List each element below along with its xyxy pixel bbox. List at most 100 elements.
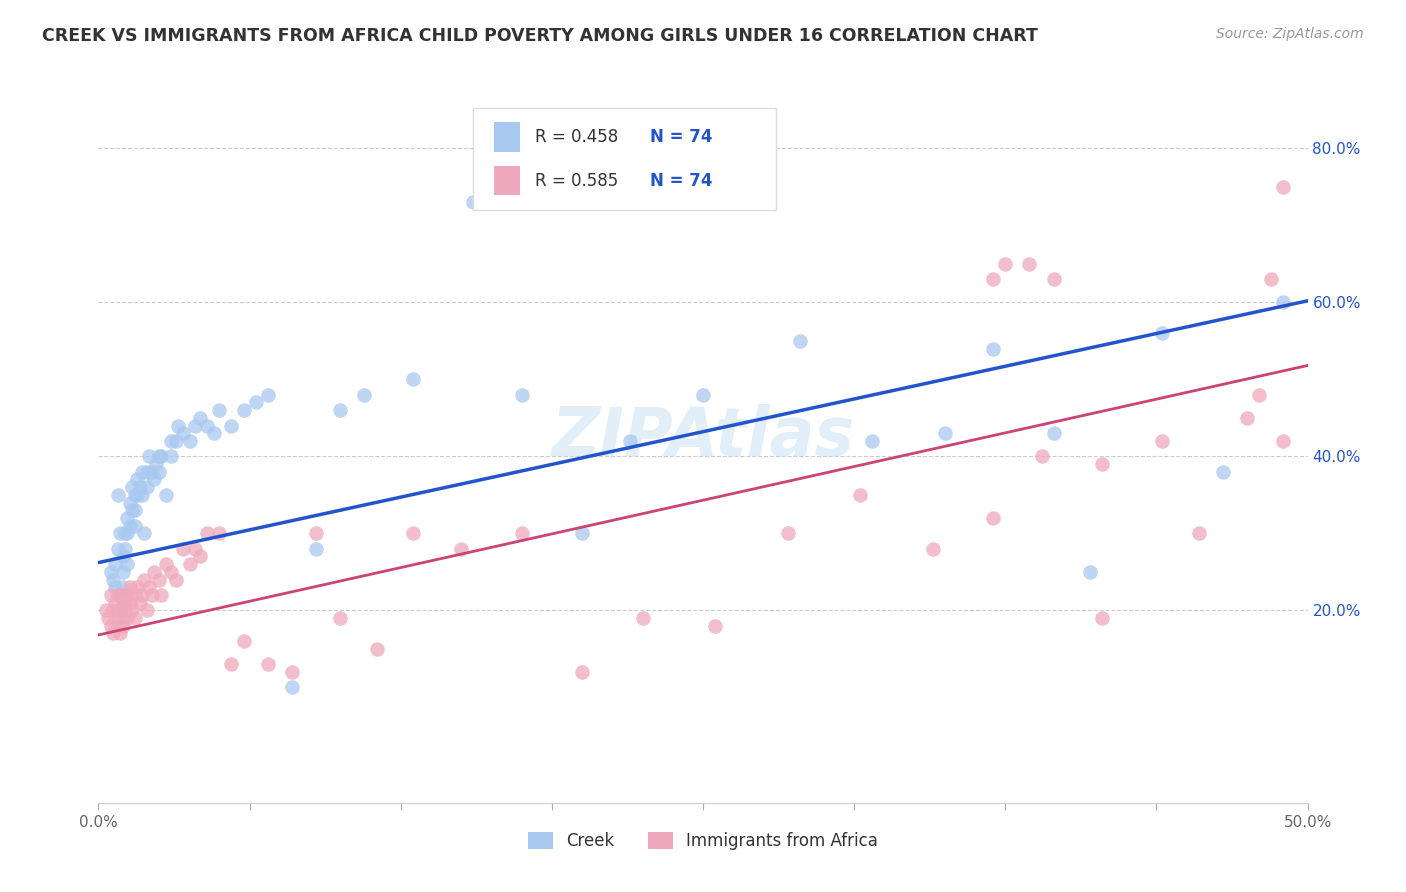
Point [114,526,136,541]
Point [704,618,727,632]
Point [127,472,149,486]
Point [155,557,177,571]
Point [135,480,157,494]
Point [107,618,129,632]
Text: R = 0.585: R = 0.585 [534,171,619,190]
Text: ZIPAtlas: ZIPAtlas [551,404,855,470]
Point [117,588,139,602]
Point [849,488,872,502]
Point [127,580,149,594]
Point [124,488,146,502]
Text: Source: ZipAtlas.com: Source: ZipAtlas.com [1216,27,1364,41]
Point [221,657,243,672]
Point [619,434,641,448]
Text: N = 74: N = 74 [650,171,713,190]
Point [510,526,533,541]
Point [463,195,485,210]
Point [402,526,425,541]
Point [108,626,131,640]
Point [184,418,207,433]
Point [121,603,143,617]
Point [329,403,352,417]
Point [1078,565,1101,579]
Point [128,596,150,610]
Point [329,611,352,625]
Point [107,541,129,556]
Point [981,511,1004,525]
Point [981,342,1004,356]
Point [100,588,122,602]
Point [131,588,153,602]
Point [165,434,187,448]
Bar [494,122,520,152]
Point [124,588,146,602]
Point [101,573,124,587]
Point [107,488,129,502]
Point [1152,326,1174,340]
Point [134,573,156,587]
Point [148,465,170,479]
Point [138,580,160,594]
Point [121,503,143,517]
Point [353,388,375,402]
Point [104,596,127,610]
Point [305,526,328,541]
Point [100,565,122,579]
Point [160,565,183,579]
Point [127,488,149,502]
Point [1152,434,1174,448]
Point [692,388,714,402]
Point [150,588,173,602]
Point [111,596,134,610]
Point [789,334,811,348]
Point [184,541,207,556]
Point [232,403,254,417]
Point [860,434,883,448]
Point [1212,465,1234,479]
Point [114,596,136,610]
Point [402,372,425,386]
Point [160,434,183,448]
Point [1236,410,1258,425]
Point [232,634,254,648]
Point [117,511,139,525]
Point [143,472,166,486]
Point [94,603,117,617]
Point [107,588,129,602]
Point [104,557,127,571]
Point [141,588,163,602]
Point [1272,179,1295,194]
Point [165,573,187,587]
Point [934,426,956,441]
Point [114,541,136,556]
Point [172,426,194,441]
Point [118,596,141,610]
Point [145,457,167,471]
Point [245,395,267,409]
Point [305,541,328,556]
Point [195,526,218,541]
Point [179,557,201,571]
Point [1272,434,1295,448]
Point [114,603,136,617]
Point [111,580,134,594]
Point [1260,272,1282,286]
Point [281,665,304,679]
Point [167,418,190,433]
Point [97,611,120,625]
Point [179,434,201,448]
Point [148,573,170,587]
Point [1031,450,1053,464]
Point [510,388,533,402]
Point [135,465,157,479]
Point [221,418,243,433]
Point [111,565,134,579]
Point [1188,526,1211,541]
Point [1249,388,1271,402]
Point [108,526,131,541]
Point [117,611,139,625]
Point [1042,272,1064,286]
Point [1018,257,1040,271]
Point [195,418,218,433]
Point [208,403,231,417]
